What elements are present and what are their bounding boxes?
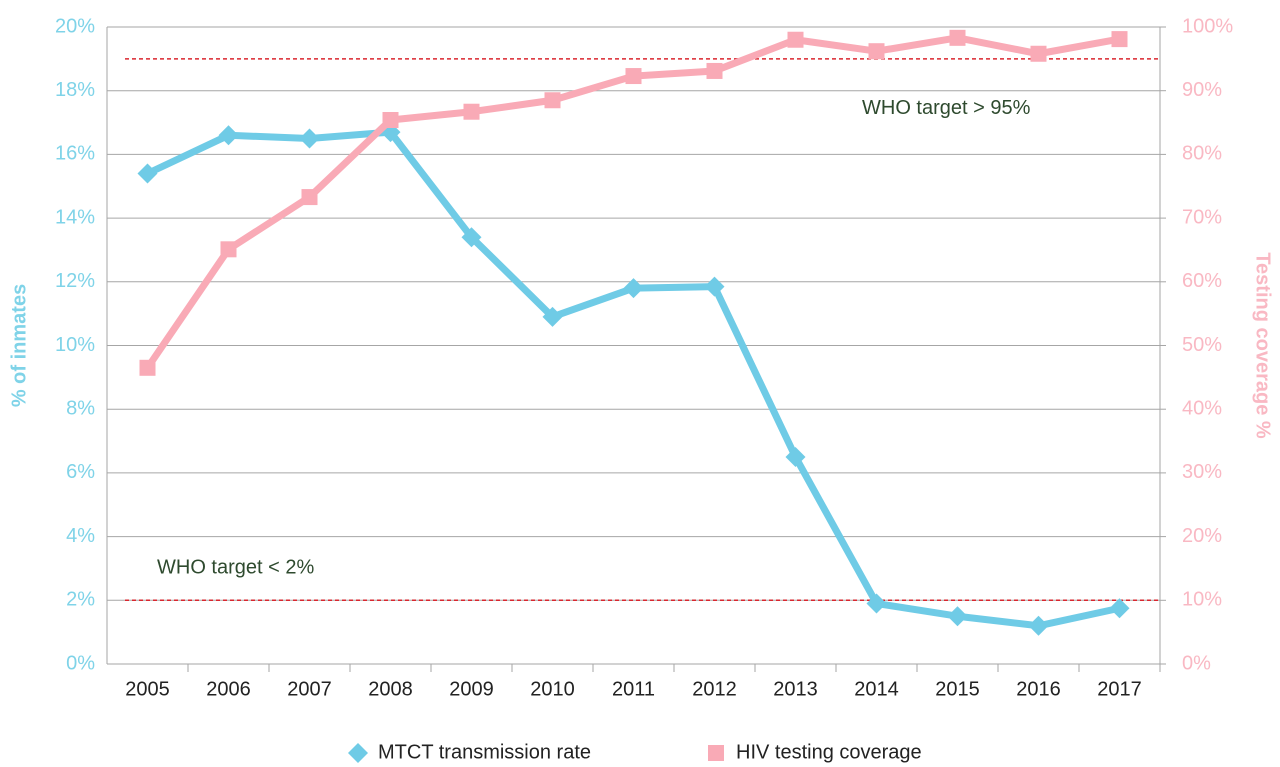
series-marker: [1030, 45, 1047, 62]
series-marker: [1109, 598, 1130, 619]
y2-tick-label: 50%: [1182, 334, 1222, 356]
x-tick-label: 2014: [854, 678, 899, 700]
series-marker: [623, 278, 644, 299]
y-axis-title: % of inmates: [8, 284, 30, 407]
legend-marker: [348, 743, 368, 763]
y-tick-label: 12%: [55, 270, 95, 292]
y2-tick-label: 30%: [1182, 461, 1222, 483]
y-tick-label: 20%: [55, 15, 95, 37]
y-tick-label: 16%: [55, 143, 95, 165]
y-tick-label: 8%: [66, 397, 95, 419]
x-tick-label: 2012: [692, 678, 737, 700]
series-marker: [220, 241, 237, 258]
y-tick-label: 0%: [66, 652, 95, 674]
x-tick-label: 2006: [206, 678, 251, 700]
series-marker: [706, 62, 723, 79]
series-marker: [949, 29, 966, 46]
y2-tick-label: 70%: [1182, 206, 1222, 228]
y2-tick-label: 100%: [1182, 15, 1233, 37]
y2-tick-label: 0%: [1182, 652, 1211, 674]
x-tick-label: 2005: [125, 678, 170, 700]
x-tick-label: 2009: [449, 678, 494, 700]
series-marker: [218, 125, 239, 146]
series-marker: [299, 128, 320, 149]
y2-tick-label: 90%: [1182, 79, 1222, 101]
series-marker: [542, 306, 563, 327]
series-marker: [787, 31, 804, 48]
x-tick-label: 2017: [1097, 678, 1142, 700]
series-marker: [868, 43, 885, 60]
series-marker: [301, 189, 318, 206]
y-tick-label: 10%: [55, 334, 95, 356]
y-tick-label: 4%: [66, 525, 95, 547]
legend-label: HIV testing coverage: [736, 741, 922, 763]
y-tick-label: 6%: [66, 461, 95, 483]
y-tick-label: 14%: [55, 206, 95, 228]
y2-tick-label: 80%: [1182, 143, 1222, 165]
y2-tick-label: 20%: [1182, 525, 1222, 547]
y2-axis-title: Testing coverage %: [1252, 252, 1274, 439]
series-line: [144, 34, 1121, 370]
annotation: WHO target > 95%: [862, 97, 1031, 119]
y2-tick-label: 40%: [1182, 397, 1222, 419]
x-tick-label: 2010: [530, 678, 575, 700]
y-tick-label: 2%: [66, 589, 95, 611]
x-tick-label: 2011: [612, 678, 655, 700]
x-tick-label: 2008: [368, 678, 413, 700]
series-marker: [544, 92, 561, 109]
y2-tick-label: 10%: [1182, 589, 1222, 611]
annotation: WHO target < 2%: [157, 557, 314, 579]
series-marker: [625, 68, 642, 85]
y-tick-label: 18%: [55, 79, 95, 101]
x-tick-label: 2015: [935, 678, 980, 700]
series-marker: [382, 112, 399, 129]
legend-marker: [708, 745, 724, 761]
series-marker: [1111, 31, 1128, 48]
series-marker: [704, 276, 725, 297]
y2-tick-label: 60%: [1182, 270, 1222, 292]
series-marker: [139, 359, 156, 376]
legend-label: MTCT transmission rate: [378, 741, 591, 763]
series-marker: [1028, 615, 1049, 636]
x-tick-label: 2013: [773, 678, 818, 700]
series-marker: [463, 103, 480, 120]
x-tick-label: 2007: [287, 678, 332, 700]
series-marker: [866, 593, 887, 614]
series-marker: [947, 606, 968, 627]
series-marker: [785, 446, 806, 467]
x-tick-label: 2016: [1016, 678, 1061, 700]
series-marker: [137, 163, 158, 184]
series-marker: [461, 227, 482, 248]
